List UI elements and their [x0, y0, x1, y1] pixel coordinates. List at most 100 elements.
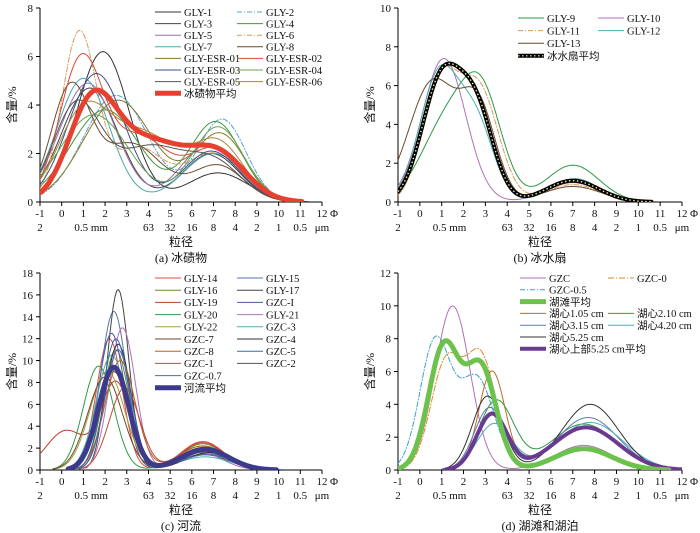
- size-tick-label: 0.5 mm: [74, 222, 108, 234]
- series-line: [40, 87, 305, 202]
- phi-tick-label: 2: [102, 476, 108, 488]
- legend-label: GLY-11: [547, 26, 580, 37]
- phi-unit: Φ: [690, 476, 698, 488]
- phi-unit: Φ: [330, 208, 338, 220]
- phi-tick-label: 5: [167, 476, 173, 488]
- series-line: [399, 347, 663, 470]
- phi-tick-label: 5: [167, 208, 173, 220]
- phi-tick-label: 7: [570, 208, 576, 220]
- panel-caption: (b) 冰水扇: [514, 250, 567, 265]
- size-tick-label: 0.5 mm: [74, 490, 108, 502]
- phi-tick-label: 12: [317, 208, 328, 220]
- series-line: [40, 53, 301, 202]
- size-tick-label: 2: [614, 222, 620, 234]
- y-tick-label: 6: [386, 81, 392, 93]
- series-line: [40, 109, 294, 202]
- y-tick-label: 8: [386, 334, 392, 346]
- legend-label: 河流平均: [184, 382, 226, 395]
- y-tick-label: 12: [380, 268, 391, 280]
- panel-caption: (c) 河流: [161, 519, 201, 533]
- phi-tick-label: 8: [232, 208, 238, 220]
- size-tick-label: μm: [675, 490, 690, 502]
- size-tick-label: 2: [254, 222, 260, 234]
- legend-label: GLY-16: [184, 286, 217, 297]
- size-tick-label: μm: [315, 222, 330, 234]
- series-line: [398, 338, 672, 470]
- phi-tick-label: 9: [614, 476, 620, 488]
- phi-tick-label: 9: [254, 208, 260, 220]
- y-tick-label: 8: [386, 42, 392, 54]
- series-line: [65, 364, 279, 470]
- x-axis-title: 粒径: [528, 502, 552, 517]
- legend-label: GLY-22: [184, 323, 217, 334]
- y-tick-label: 2: [386, 432, 392, 444]
- size-tick-label: 8: [211, 222, 217, 234]
- phi-tick-label: 0: [59, 208, 65, 220]
- legend-label: GLY-19: [184, 298, 217, 309]
- y-tick-label: 8: [28, 3, 34, 15]
- legend-label: GLY-ESR-02: [266, 54, 322, 65]
- legend-label: GLY-3: [184, 19, 212, 30]
- y-tick-label: 12: [22, 334, 33, 346]
- y-tick-label: 4: [386, 119, 392, 131]
- x-axis-title: 粒径: [528, 234, 552, 249]
- phi-tick-label: 5: [526, 208, 532, 220]
- legend-label: GZC-0.7: [184, 371, 222, 382]
- y-tick-label: 10: [380, 3, 392, 15]
- size-tick-label: 32: [165, 490, 176, 502]
- size-tick-label: 16: [186, 222, 198, 234]
- legend-label: GLY-13: [547, 39, 580, 50]
- legend-label: GLY-20: [184, 310, 217, 321]
- size-tick-label: 0.5: [653, 222, 667, 234]
- y-tick-label: 10: [22, 356, 34, 368]
- legend-label: GZC-8: [184, 347, 214, 358]
- series-line: [76, 338, 277, 470]
- size-tick-label: 2: [254, 490, 260, 502]
- size-tick-label: 4: [592, 222, 598, 234]
- phi-tick-label: 6: [189, 208, 195, 220]
- phi-tick-label: 4: [146, 208, 152, 220]
- phi-tick-label: 8: [232, 476, 238, 488]
- y-tick-label: 18: [22, 268, 34, 280]
- size-tick-label: 1: [276, 490, 282, 502]
- size-tick-label: 2: [614, 490, 620, 502]
- series-line: [40, 77, 305, 202]
- series-lines: [40, 289, 285, 470]
- legend-label: GLY-21: [266, 310, 299, 321]
- series-line: [398, 71, 652, 202]
- series-lines: [398, 305, 682, 470]
- legend-label: GZC-2: [266, 359, 296, 370]
- legend-label: GLY-9: [547, 14, 575, 25]
- panel-caption: (a) 冰碛物: [155, 251, 207, 265]
- y-tick-label: 2: [386, 158, 392, 170]
- phi-tick-label: 11: [295, 208, 306, 220]
- phi-tick-label: 10: [273, 208, 285, 220]
- phi-unit: Φ: [690, 208, 698, 220]
- phi-unit: Φ: [330, 476, 338, 488]
- legend-label: 湖心3.15 cm: [549, 320, 604, 332]
- legend-label: 冰碛物平均: [184, 87, 237, 100]
- series-line-overlay: [398, 62, 652, 202]
- legend-label: GLY-4: [266, 19, 295, 30]
- phi-tick-label: 7: [211, 476, 217, 488]
- phi-tick-label: 12: [677, 208, 688, 220]
- phi-tick-label: 10: [633, 208, 645, 220]
- series-line: [398, 61, 654, 202]
- legend-label: GLY-7: [184, 43, 212, 54]
- size-tick-label: 1: [636, 490, 642, 502]
- legend-label: GLY-ESR-06: [266, 77, 322, 88]
- legend-label: GLY-2: [266, 8, 294, 19]
- series-line: [40, 94, 294, 202]
- legend-label: 湖心2.10 cm: [637, 308, 692, 320]
- phi-tick-label: 2: [102, 208, 108, 220]
- size-tick-label: 1: [636, 222, 642, 234]
- phi-tick-label: 1: [439, 476, 445, 488]
- phi-tick-label: -1: [393, 208, 402, 220]
- phi-tick-label: 1: [81, 208, 87, 220]
- size-tick-label: 32: [165, 222, 176, 234]
- legend-label: GLY-ESR-03: [184, 66, 240, 77]
